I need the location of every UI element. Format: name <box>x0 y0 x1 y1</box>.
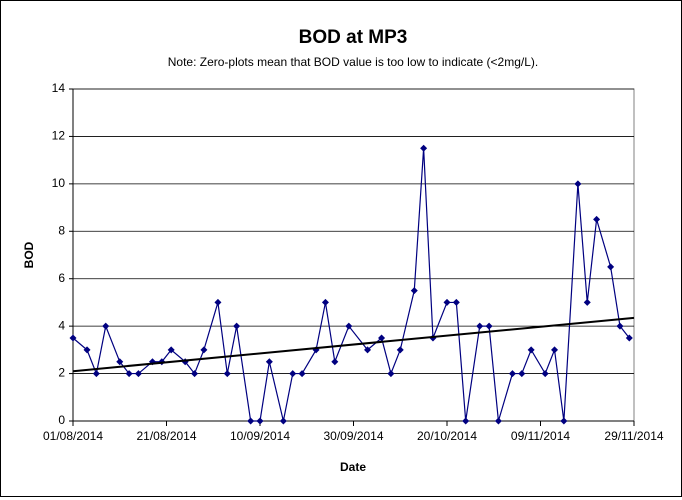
data-point <box>462 417 470 425</box>
data-point <box>527 346 535 354</box>
y-tick-label: 12 <box>52 129 66 143</box>
data-point <box>69 334 77 342</box>
data-point <box>420 144 428 152</box>
x-tick-label: 09/11/2014 <box>511 429 570 443</box>
data-point <box>92 370 100 378</box>
data-point <box>508 370 516 378</box>
data-point <box>485 322 493 330</box>
data-point <box>134 370 142 378</box>
data-point <box>102 322 110 330</box>
y-tick-label: 8 <box>58 223 65 237</box>
data-point <box>167 346 175 354</box>
data-point <box>265 358 273 366</box>
data-point <box>298 370 306 378</box>
data-point <box>364 346 372 354</box>
chart-title: BOD at MP3 <box>299 27 408 48</box>
data-point <box>331 358 339 366</box>
data-point <box>387 370 395 378</box>
data-point <box>116 358 124 366</box>
data-point <box>593 215 601 223</box>
data-point <box>560 417 568 425</box>
x-tick-label: 01/08/2014 <box>43 429 103 443</box>
data-point <box>345 322 353 330</box>
data-point <box>279 417 287 425</box>
trend-line <box>72 316 635 373</box>
data-point <box>289 370 297 378</box>
y-tick-label: 14 <box>52 81 66 95</box>
data-point <box>200 346 208 354</box>
data-point <box>616 322 624 330</box>
chart-subtitle: Note: Zero-plots mean that BOD value is … <box>168 55 539 69</box>
y-tick-label: 6 <box>58 271 65 285</box>
data-point <box>223 370 231 378</box>
x-tick-label: 21/08/2014 <box>136 429 196 443</box>
data-point <box>574 180 582 188</box>
data-point <box>214 298 222 306</box>
data-point <box>541 370 549 378</box>
y-tick-label: 10 <box>52 176 66 190</box>
data-point <box>551 346 559 354</box>
data-point <box>625 334 633 342</box>
data-point <box>607 263 615 271</box>
x-tick-label: 20/10/2014 <box>417 429 477 443</box>
plot-area <box>72 88 635 422</box>
data-point <box>452 298 460 306</box>
data-point <box>583 298 591 306</box>
data-point <box>83 346 91 354</box>
x-tick-label: 30/09/2014 <box>323 429 383 443</box>
data-point <box>518 370 526 378</box>
data-point <box>321 298 329 306</box>
data-point <box>125 370 133 378</box>
data-point <box>378 334 386 342</box>
data-point <box>476 322 484 330</box>
y-tick-label: 2 <box>58 366 65 380</box>
y-axis-label: BOD <box>22 241 36 268</box>
data-point <box>494 417 502 425</box>
data-point <box>247 417 255 425</box>
data-point <box>256 417 264 425</box>
data-point <box>233 322 241 330</box>
y-tick-label: 4 <box>58 318 65 332</box>
x-axis-label: Date <box>340 460 366 474</box>
y-tick-label: 0 <box>58 413 65 427</box>
data-point <box>410 287 418 295</box>
data-point <box>191 370 199 378</box>
data-point <box>443 298 451 306</box>
x-tick-label: 29/11/2014 <box>604 429 663 443</box>
data-point <box>396 346 404 354</box>
x-tick-label: 10/09/2014 <box>230 429 290 443</box>
